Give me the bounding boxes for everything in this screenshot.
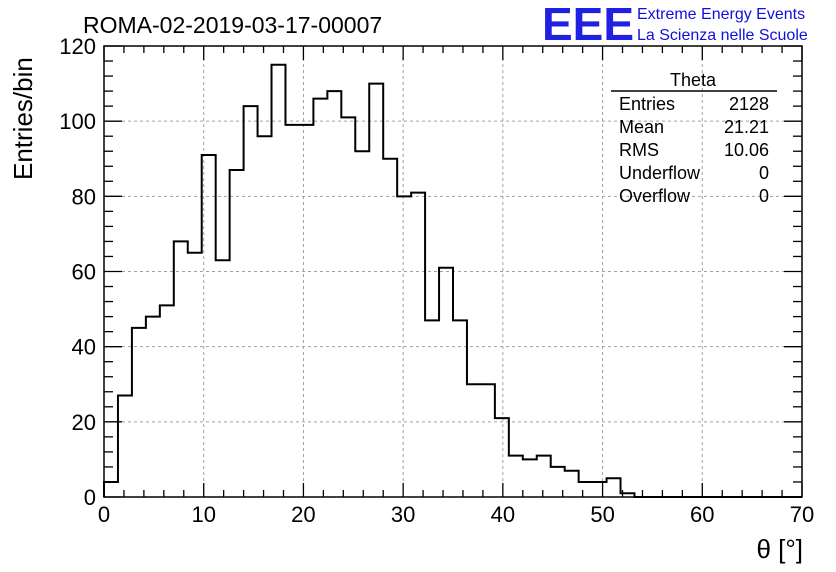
histogram-bin [565,471,579,497]
logo-mark: EEE [542,0,634,50]
histogram-bin [299,125,313,497]
histogram-bin [202,155,216,497]
axis-ticks [103,45,803,498]
histogram-bin [327,91,341,497]
histogram-bin [355,151,369,497]
histogram-outline [103,63,802,498]
x-tick-label: 60 [690,502,714,527]
histogram-bin [244,106,258,497]
y-tick-labels: 0 20 40 60 80 100 120 [59,34,96,510]
stats-row-value: 21.21 [724,117,769,137]
histogram-bin [313,99,327,497]
stats-box: Theta Entries 2128 Mean 21.21 RMS 10.06 Underf… [611,70,777,206]
x-tick-labels: 0 10 20 30 40 50 60 70 [98,502,814,527]
stats-row-value: 0 [759,163,769,183]
histogram-bin [258,136,272,497]
histogram-bin [439,268,453,497]
y-tick-label: 80 [72,184,96,209]
x-axis-title: θ [°] [756,534,803,564]
y-tick-label: 120 [59,34,96,59]
stats-row-label: Mean [619,117,664,137]
stats-row-value: 10.06 [724,140,769,160]
histogram-bin [230,170,244,497]
y-tick-label: 60 [72,260,96,285]
histogram-bin [216,260,230,497]
histogram-bin [104,482,118,497]
histogram-bin [607,478,621,497]
y-tick-label: 20 [72,410,96,435]
x-tick-label: 30 [391,502,415,527]
x-tick-label: 40 [491,502,515,527]
histogram-bin [467,384,481,497]
histogram-bin [411,193,425,497]
histogram-bin [285,125,299,497]
histogram-bin [481,384,495,497]
histogram-bin [523,459,537,497]
histogram-bin [495,418,509,497]
histogram-bin [369,84,383,497]
histogram-bin [146,317,160,497]
histogram-bin [174,241,188,497]
stats-row-label: RMS [619,140,659,160]
logo-line-2: La Scienza nelle Scuole [637,27,808,44]
stats-row-label: Entries [619,94,675,114]
x-tick-label: 50 [590,502,614,527]
stats-title: Theta [670,70,717,90]
histogram-bin [425,320,439,497]
logo-line-1: Extreme Energy Events [637,6,805,23]
y-tick-label: 40 [72,335,96,360]
x-tick-label: 0 [98,502,110,527]
stats-row-value: 0 [759,186,769,206]
y-tick-label: 0 [84,485,96,510]
x-tick-label: 70 [790,502,814,527]
histogram-bin [341,117,355,497]
histogram-bin [272,65,286,497]
histogram-bin [118,396,132,497]
stats-row-label: Overflow [619,186,691,206]
histogram-bin [397,196,411,497]
y-axis-title: Entries/bin [8,57,38,180]
chart-title: ROMA-02-2019-03-17-00007 [83,12,382,38]
eee-logo: EEE Extreme Energy Events La Scienza nel… [542,0,808,50]
stats-row-value: 2128 [729,94,769,114]
x-tick-label: 20 [291,502,315,527]
stats-rows: Entries 2128 Mean 21.21 RMS 10.06 Underflow 0 Ov… [619,94,769,206]
histogram-bin [132,328,146,497]
histogram-bin [509,456,523,497]
histogram-bin [160,305,174,497]
histogram-bin [537,456,551,497]
y-tick-label: 100 [59,109,96,134]
histogram-bin [579,482,593,497]
x-tick-label: 10 [191,502,215,527]
histogram-bin [593,482,607,497]
histogram-bin [453,320,467,497]
histogram-bin [188,253,202,497]
stats-row-label: Underflow [619,163,701,183]
histogram-bin [383,159,397,497]
